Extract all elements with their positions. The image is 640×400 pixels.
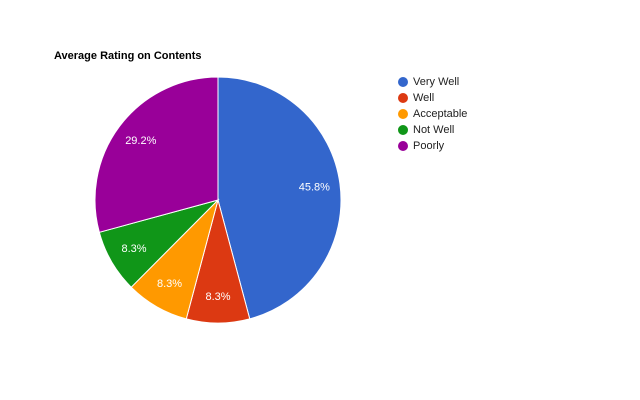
slice-label: 29.2% (125, 135, 156, 147)
slice-label: 8.3% (205, 291, 230, 303)
legend-label: Not Well (413, 124, 454, 136)
chart-title: Average Rating on Contents (54, 50, 202, 62)
pie-slice (217, 76, 342, 320)
legend-label: Very Well (413, 76, 459, 88)
pie-slice (94, 76, 219, 233)
slice-label: 8.3% (121, 243, 146, 255)
legend-label: Well (413, 92, 434, 104)
slice-label: 45.8% (299, 181, 330, 193)
legend-swatch (398, 125, 408, 135)
slice-label: 8.3% (157, 278, 182, 290)
legend-swatch (398, 77, 408, 87)
legend-swatch (398, 109, 408, 119)
legend-swatch (398, 141, 408, 151)
legend-label: Acceptable (413, 108, 467, 120)
legend-label: Poorly (413, 140, 445, 152)
legend-swatch (398, 93, 408, 103)
